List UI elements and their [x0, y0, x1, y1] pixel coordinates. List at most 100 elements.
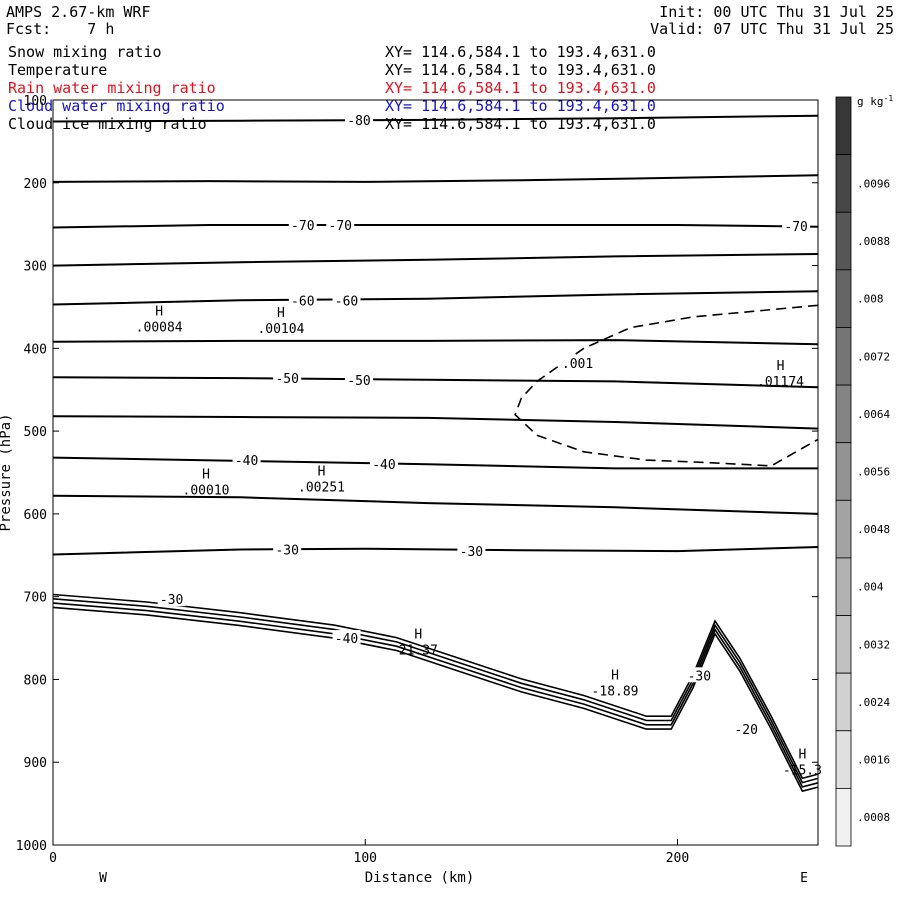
extremum-value: -18.89: [592, 685, 639, 700]
contour-label: -50: [275, 372, 298, 387]
extremum-value: .00251: [298, 480, 345, 495]
label-knockout: [157, 591, 186, 607]
contour-label: -50: [347, 374, 370, 389]
colorbar-segment: [835, 615, 852, 674]
extremum-value: .01174: [757, 375, 804, 390]
y-tick-label: 200: [24, 177, 47, 192]
extremum-symbol: H: [277, 306, 285, 321]
isotherm-line: [52, 456, 818, 470]
label-knockout: [732, 721, 761, 737]
field-row: Snow mixing ratio XY= 114.6,584.1 to 193.…: [8, 44, 656, 62]
terrain-contour: [52, 606, 819, 793]
contour-label: -30: [275, 543, 298, 558]
forecast-label: Fcst:: [6, 20, 52, 38]
colorbar-tick-label: .0008: [857, 811, 890, 824]
label-knockout: [559, 355, 596, 371]
isotherm-line: [52, 494, 819, 515]
label-knockout: [326, 216, 355, 232]
colorbar-segment: [835, 730, 852, 789]
contour-label: -30: [160, 593, 183, 608]
terrain-contour: [52, 598, 819, 784]
label-knockout: [345, 371, 373, 387]
x-axis-title: Distance (km): [365, 870, 475, 886]
isotherm-line: [52, 174, 819, 183]
extremum-value: .00010: [183, 484, 230, 499]
label-knockout: [332, 630, 361, 646]
colorbar-segment: [835, 154, 852, 213]
colorbar-segment: [835, 557, 852, 616]
label-knockout: [685, 667, 714, 683]
y-axis-title: Pressure (hPa): [0, 413, 14, 531]
contour-label: -20: [734, 723, 757, 738]
header-left: AMPS 2.67-km WRF Fcst: 7 h: [6, 4, 151, 38]
plot-frame: [52, 99, 819, 846]
contour-label: -30: [460, 545, 483, 560]
colorbar-tick-label: .004: [857, 581, 884, 594]
contour-label: .001: [562, 357, 593, 372]
mixing-ratio-contour: [514, 304, 819, 467]
label-knockout: [273, 541, 302, 557]
field-name: Temperature: [8, 61, 108, 79]
colorbar-segment: [835, 96, 852, 156]
extremum-symbol: H: [414, 627, 422, 642]
label-knockout: [782, 217, 811, 233]
colorbar-tick-label: .0048: [857, 523, 890, 536]
label-knockout: [457, 543, 486, 559]
y-tick-label: 700: [24, 591, 47, 606]
isotherm-line: [52, 339, 819, 346]
y-tick-label: 100: [24, 94, 47, 109]
y-tick-label: 800: [24, 673, 47, 688]
field-xy: XY= 114.6,584.1 to 193.4,631.0: [385, 61, 656, 79]
colorbar-tick-label: .0032: [857, 638, 890, 651]
field-xy: XY= 114.6,584.1 to 193.4,631.0: [385, 97, 656, 115]
contour-label: -80: [347, 114, 370, 129]
terrain-contour: [52, 593, 819, 780]
colorbar-tick-label: .0064: [857, 408, 890, 421]
field-list: Snow mixing ratio XY= 114.6,584.1 to 193.…: [8, 44, 656, 134]
contour-label: -70: [784, 220, 807, 235]
colorbar-segment: [835, 787, 852, 847]
extremum-symbol: H: [798, 747, 806, 762]
colorbar-segment: [835, 442, 852, 501]
field-row: Cloud water mixing ratio XY= 114.6,584.1 …: [8, 97, 656, 116]
y-tick-label: 600: [24, 508, 47, 523]
y-tick-label: 500: [24, 425, 47, 440]
colorbar-tick-label: .0056: [857, 466, 890, 479]
isotherm-line: [52, 114, 819, 123]
contour-label: -40: [335, 632, 358, 647]
colorbar-segment: [835, 211, 852, 271]
extremum-symbol: H: [777, 359, 785, 374]
field-xy: XY= 114.6,584.1 to 193.4,631.0: [385, 43, 656, 61]
isotherm-line: [52, 415, 819, 430]
label-knockout: [345, 111, 373, 127]
isotherm-line: [52, 290, 819, 306]
west-label: W: [99, 871, 107, 886]
field-xy: XY= 114.6,584.1 to 193.4,631.0: [385, 79, 656, 97]
field-name: Cloud water mixing ratio: [8, 97, 225, 115]
east-label: E: [800, 871, 808, 886]
field-row: Rain water mixing ratio XY= 114.6,584.1 t…: [8, 80, 656, 98]
colorbar-segment: [835, 499, 852, 559]
contour-label: -40: [372, 458, 395, 473]
colorbar-segment: [835, 269, 852, 328]
label-knockout: [332, 292, 361, 308]
field-name: Cloud ice mixing ratio: [8, 115, 207, 133]
y-tick-label: 300: [24, 260, 47, 275]
label-knockout: [288, 216, 317, 232]
extremum-value: -15.3: [783, 763, 822, 778]
colorbar-segment: [835, 384, 852, 444]
header-right: Init: 00 UTC Thu 31 Jul 25 Valid: 07 UTC…: [650, 4, 894, 38]
label-knockout: [288, 292, 317, 308]
model-title: AMPS 2.67-km WRF: [6, 3, 151, 21]
label-knockout: [232, 452, 261, 468]
contour-label: -60: [335, 294, 358, 309]
x-tick-label: 200: [666, 851, 689, 866]
colorbar-tick-label: .008: [857, 293, 884, 306]
x-tick-label: 0: [49, 851, 57, 866]
y-tick-label: 1000: [16, 839, 47, 854]
label-knockout: [273, 370, 302, 386]
contour-label: -60: [291, 294, 314, 309]
field-row: Temperature XY= 114.6,584.1 to 193.4,631.…: [8, 61, 656, 80]
isotherm-line: [52, 224, 819, 229]
